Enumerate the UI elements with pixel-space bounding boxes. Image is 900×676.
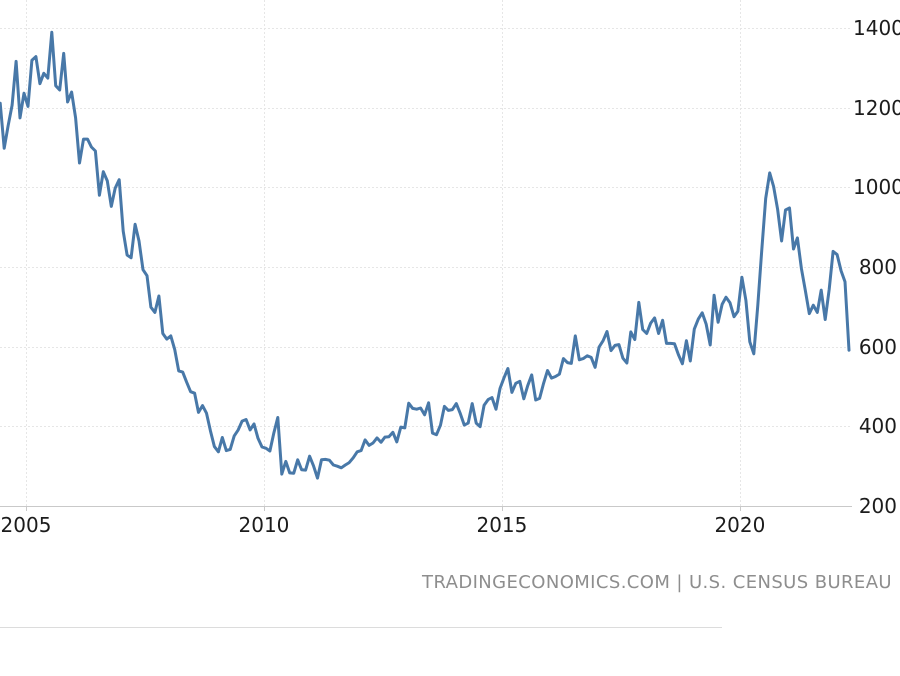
x-axis-tick-label: 2005 xyxy=(0,513,52,537)
y-axis-tick-label: 400 xyxy=(858,414,897,439)
x-axis-tick-label: 2010 xyxy=(238,513,290,537)
chart-attribution: TRADINGECONOMICS.COM | U.S. CENSUS BUREA… xyxy=(422,572,892,593)
x-axis-tick-label: 2015 xyxy=(476,513,528,537)
y-axis-tick-label: 1200 xyxy=(853,95,900,120)
y-axis-tick-label: 1000 xyxy=(853,175,900,200)
y-axis-tick-label: 1400 xyxy=(853,15,900,40)
data-series-line xyxy=(0,30,851,480)
y-axis-tick-label: 600 xyxy=(858,334,897,359)
bottom-divider xyxy=(0,627,722,628)
y-axis-tick-label: 200 xyxy=(858,494,897,518)
y-axis-tick-label: 800 xyxy=(858,254,897,279)
x-axis-tick-label: 2020 xyxy=(714,513,766,537)
